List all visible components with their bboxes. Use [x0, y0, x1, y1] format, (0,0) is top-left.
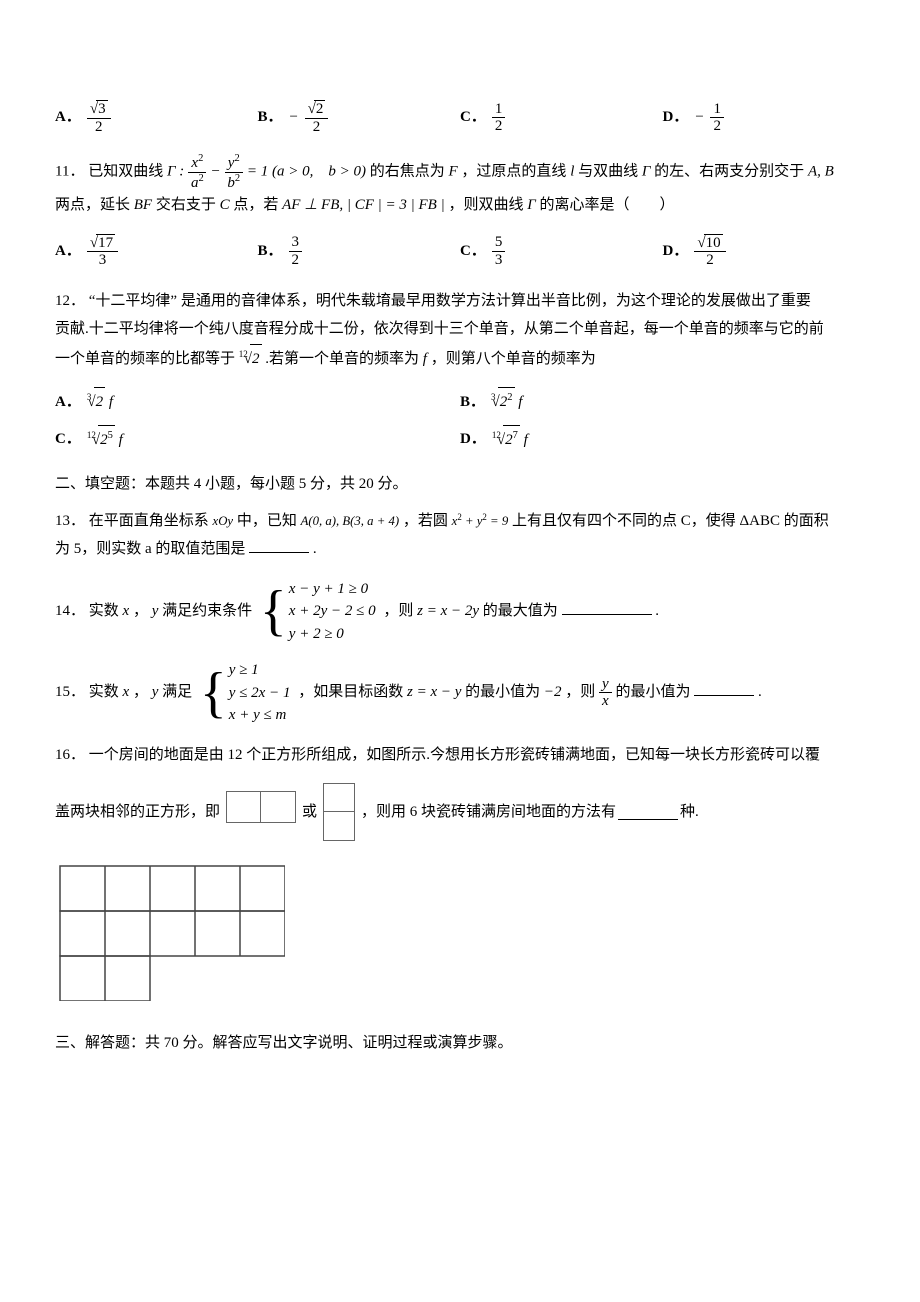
q12-opt-b: B． 322 f	[460, 387, 865, 417]
q13-blank[interactable]	[249, 538, 309, 553]
q11-opt-c: C． 53	[460, 234, 663, 269]
q15-system: { y ≥ 1 y ≤ 2x − 1 x + y ≤ m	[200, 659, 291, 727]
q11-options: A． 173 B． 32 C． 53 D． 102	[55, 234, 865, 269]
q11: 11． 已知双曲线 Γ : x2 a2 − y2 b2 = 1 (a > 0, …	[55, 153, 865, 220]
horizontal-tile-icon	[226, 791, 296, 833]
fraction: 2 2	[305, 100, 329, 135]
root-12-2: 122	[239, 351, 262, 367]
q11-num: 11．	[55, 163, 84, 179]
q12: 12． “十二平均律” 是通用的音律体系，明代朱载堉最早用数学方法计算出半音比例…	[55, 287, 865, 374]
eq-rest: = 1 (a > 0, b > 0)	[247, 163, 370, 179]
q11-text: 已知双曲线	[88, 163, 163, 179]
q11-cond: AF ⊥ FB, | CF | = 3 | FB |	[282, 197, 448, 213]
q10-options: A． 3 2 B． − 2 2 C． 12 D． − 12	[55, 100, 865, 135]
q16-blank[interactable]	[618, 805, 678, 820]
opt-label: A．	[55, 103, 81, 132]
q13-circle: x2 + y2 = 9	[452, 514, 509, 528]
opt-label: D．	[663, 103, 689, 132]
q12-opt-d: D． 1227 f	[460, 425, 865, 455]
opt-label: B．	[258, 103, 283, 132]
q10-opt-a: A． 3 2	[55, 100, 258, 135]
section-3-header: 三、解答题：共 70 分。解答应写出文字说明、证明过程或演算步骤。	[55, 1029, 865, 1058]
fraction: 12	[710, 101, 724, 135]
q13-points: A(0, a), B(3, a + 4)	[301, 514, 400, 528]
frac-y2b2: y2 b2	[224, 153, 243, 191]
q12-options: A． 32 f B． 322 f C． 1225 f D． 1227 f	[55, 387, 865, 462]
q16-floor-figure	[55, 861, 865, 1001]
frac-yx: yx	[599, 676, 612, 710]
q14-blank[interactable]	[562, 600, 652, 615]
q11-opt-d: D． 102	[663, 234, 866, 269]
frac-x2a2: x2 a2	[188, 153, 207, 191]
q16-line2: 盖两块相邻的正方形，即 或 ，则用 6 块瓷砖铺满房间地面的方法有 种.	[55, 783, 865, 841]
q12-opt-a: A． 32 f	[55, 387, 460, 417]
q13: 13． 在平面直角坐标系 xOy 中，已知 A(0, a), B(3, a + …	[55, 507, 865, 564]
q10-opt-d: D． − 12	[663, 100, 866, 135]
q11-opt-b: B． 32	[258, 234, 461, 269]
vertical-tile-icon	[323, 783, 355, 841]
fraction: 12	[492, 101, 506, 135]
gamma: Γ :	[167, 163, 184, 179]
opt-label: C．	[460, 103, 486, 132]
q14-system: { x − y + 1 ≥ 0 x + 2y − 2 ≤ 0 y + 2 ≥ 0	[260, 578, 376, 646]
q11-opt-a: A． 173	[55, 234, 258, 269]
q16: 16． 一个房间的地面是由 12 个正方形所组成，如图所示.今想用长方形瓷砖铺满…	[55, 741, 865, 770]
fraction: 3 2	[87, 100, 111, 135]
q10-opt-c: C． 12	[460, 100, 663, 135]
q15-blank[interactable]	[694, 681, 754, 696]
section-2-header: 二、填空题：本题共 4 小题，每小题 5 分，共 20 分。	[55, 470, 865, 499]
q14: 14． 实数 x ， y 满足约束条件 { x − y + 1 ≥ 0 x + …	[55, 578, 865, 646]
q10-opt-b: B． − 2 2	[258, 100, 461, 135]
q12-opt-c: C． 1225 f	[55, 425, 460, 455]
q15: 15． 实数 x ， y 满足 { y ≥ 1 y ≤ 2x − 1 x + y…	[55, 659, 865, 727]
